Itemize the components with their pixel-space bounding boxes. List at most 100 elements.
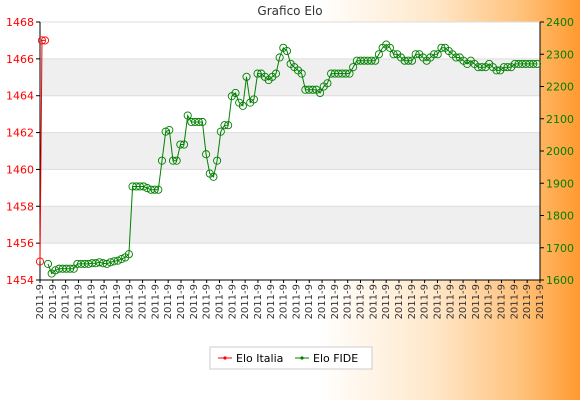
data-point-elo-fide <box>172 156 181 165</box>
left-tick-label: 1456 <box>6 237 34 250</box>
x-tick-label: 2011-9 <box>138 284 149 319</box>
x-tick-label: 2011-9 <box>484 284 495 319</box>
data-point-elo-fide <box>209 172 218 181</box>
data-point-elo-fide <box>231 88 240 97</box>
x-tick-label: 2011-9 <box>150 284 161 319</box>
legend-box <box>209 346 373 370</box>
x-tick-label: 2011-9 <box>407 284 418 319</box>
x-tick-label: 2011-9 <box>330 284 341 319</box>
x-tick-label: 2011-9 <box>125 284 136 319</box>
x-tick-label: 2011-9 <box>202 284 213 319</box>
data-point-elo-fide <box>216 127 225 136</box>
data-point-elo-fide <box>168 156 178 165</box>
right-tick-label: 2000 <box>546 145 574 158</box>
data-point-elo-fide <box>367 56 376 65</box>
data-point-elo-fide <box>102 259 111 268</box>
data-point-elo-fide <box>157 156 167 165</box>
data-point-elo-fide <box>194 117 203 127</box>
x-tick-label: 2011-9 <box>240 284 251 319</box>
data-point-elo-fide <box>275 53 284 62</box>
data-point-elo-fide <box>282 46 292 56</box>
x-tick-label: 2011-9 <box>214 284 225 319</box>
x-tick-label: 2011-9 <box>291 284 302 319</box>
data-point-elo-fide <box>249 95 258 104</box>
data-point-elo-fide <box>316 88 325 97</box>
data-point-elo-fide <box>374 50 383 59</box>
left-tick-label: 1468 <box>6 16 34 29</box>
data-point-elo-fide <box>43 259 53 268</box>
data-point-elo-fide <box>242 72 251 81</box>
x-tick-label: 2011-9 <box>99 284 110 319</box>
data-point-elo-fide <box>297 69 306 78</box>
data-point-elo-fide <box>66 264 75 273</box>
data-point-elo-italia <box>35 257 45 266</box>
left-tick-label: 1464 <box>6 90 34 103</box>
x-tick-label: 2011-9 <box>86 284 97 319</box>
right-tick-label: 2200 <box>546 81 574 94</box>
data-point-elo-italia <box>40 36 50 45</box>
data-point-elo-fide <box>371 56 380 65</box>
data-point-elo-fide <box>198 117 207 127</box>
x-tick-label: 2011-9 <box>35 284 46 319</box>
data-point-elo-fide <box>183 111 192 120</box>
data-point-elo-fide <box>238 101 247 110</box>
x-tick-label: 2011-9 <box>343 284 354 319</box>
data-point-elo-fide <box>154 185 163 194</box>
data-point-elo-fide <box>117 254 126 264</box>
data-point-elo-fide <box>323 79 332 88</box>
legend-label-elo-italia: Elo Italia <box>236 352 283 365</box>
data-point-elo-fide <box>150 185 159 194</box>
x-tick-label: 2011-9 <box>279 284 290 319</box>
x-tick-label: 2011-9 <box>368 284 379 319</box>
x-tick-label: 2011-9 <box>189 284 200 319</box>
legend-label-elo-fide: Elo FIDE <box>313 352 358 365</box>
data-point-elo-fide <box>124 250 133 259</box>
data-point-elo-fide <box>437 43 446 52</box>
data-point-elo-fide <box>407 56 417 65</box>
x-tick-label: 2011-9 <box>112 284 123 319</box>
data-point-elo-fide <box>345 69 354 78</box>
left-tick-label: 1458 <box>6 200 34 213</box>
right-tick-label: 2400 <box>546 16 574 29</box>
data-point-elo-fide <box>452 53 461 62</box>
x-tick-label: 2011-9 <box>535 284 546 319</box>
series-line-elo-italia <box>39 39 45 262</box>
x-tick-label: 2011-9 <box>61 284 72 319</box>
data-point-elo-fide <box>143 184 152 193</box>
data-point-elo-fide <box>179 140 189 149</box>
x-tick-label: 2011-9 <box>253 284 264 319</box>
data-point-elo-fide <box>411 50 420 59</box>
right-tick-label: 2100 <box>546 113 574 126</box>
data-point-elo-fide <box>389 50 398 59</box>
data-point-elo-italia <box>37 36 47 45</box>
x-tick-label: 2011-9 <box>176 284 187 319</box>
data-point-elo-fide <box>433 50 442 59</box>
right-tick-label: 1800 <box>546 210 574 223</box>
x-tick-label: 2011-9 <box>420 284 431 319</box>
data-point-elo-fide <box>253 69 262 78</box>
data-point-elo-fide <box>349 63 358 72</box>
data-point-elo-fide <box>430 50 439 59</box>
x-tick-label: 2011-9 <box>458 284 469 319</box>
data-point-elo-fide <box>308 85 317 94</box>
data-point-elo-fide <box>113 256 122 265</box>
data-point-elo-fide <box>213 156 222 165</box>
x-tick-label: 2011-9 <box>509 284 520 319</box>
left-tick-label: 1466 <box>6 53 34 66</box>
x-tick-label: 2011-9 <box>445 284 456 319</box>
right-tick-label: 1700 <box>546 242 574 255</box>
data-point-elo-fide <box>51 266 60 275</box>
grid-band <box>40 206 540 244</box>
data-point-elo-fide <box>271 69 281 78</box>
right-tick-label: 2300 <box>546 48 574 61</box>
data-point-elo-fide <box>220 121 229 130</box>
data-point-elo-fide <box>385 43 394 52</box>
data-point-elo-fide <box>202 150 211 159</box>
data-point-elo-fide <box>503 63 512 72</box>
x-tick-label: 2011-9 <box>471 284 482 319</box>
data-point-elo-fide <box>477 63 486 72</box>
data-point-elo-fide <box>341 69 350 78</box>
grid-band <box>40 132 540 170</box>
x-tick-label: 2011-9 <box>73 284 84 319</box>
